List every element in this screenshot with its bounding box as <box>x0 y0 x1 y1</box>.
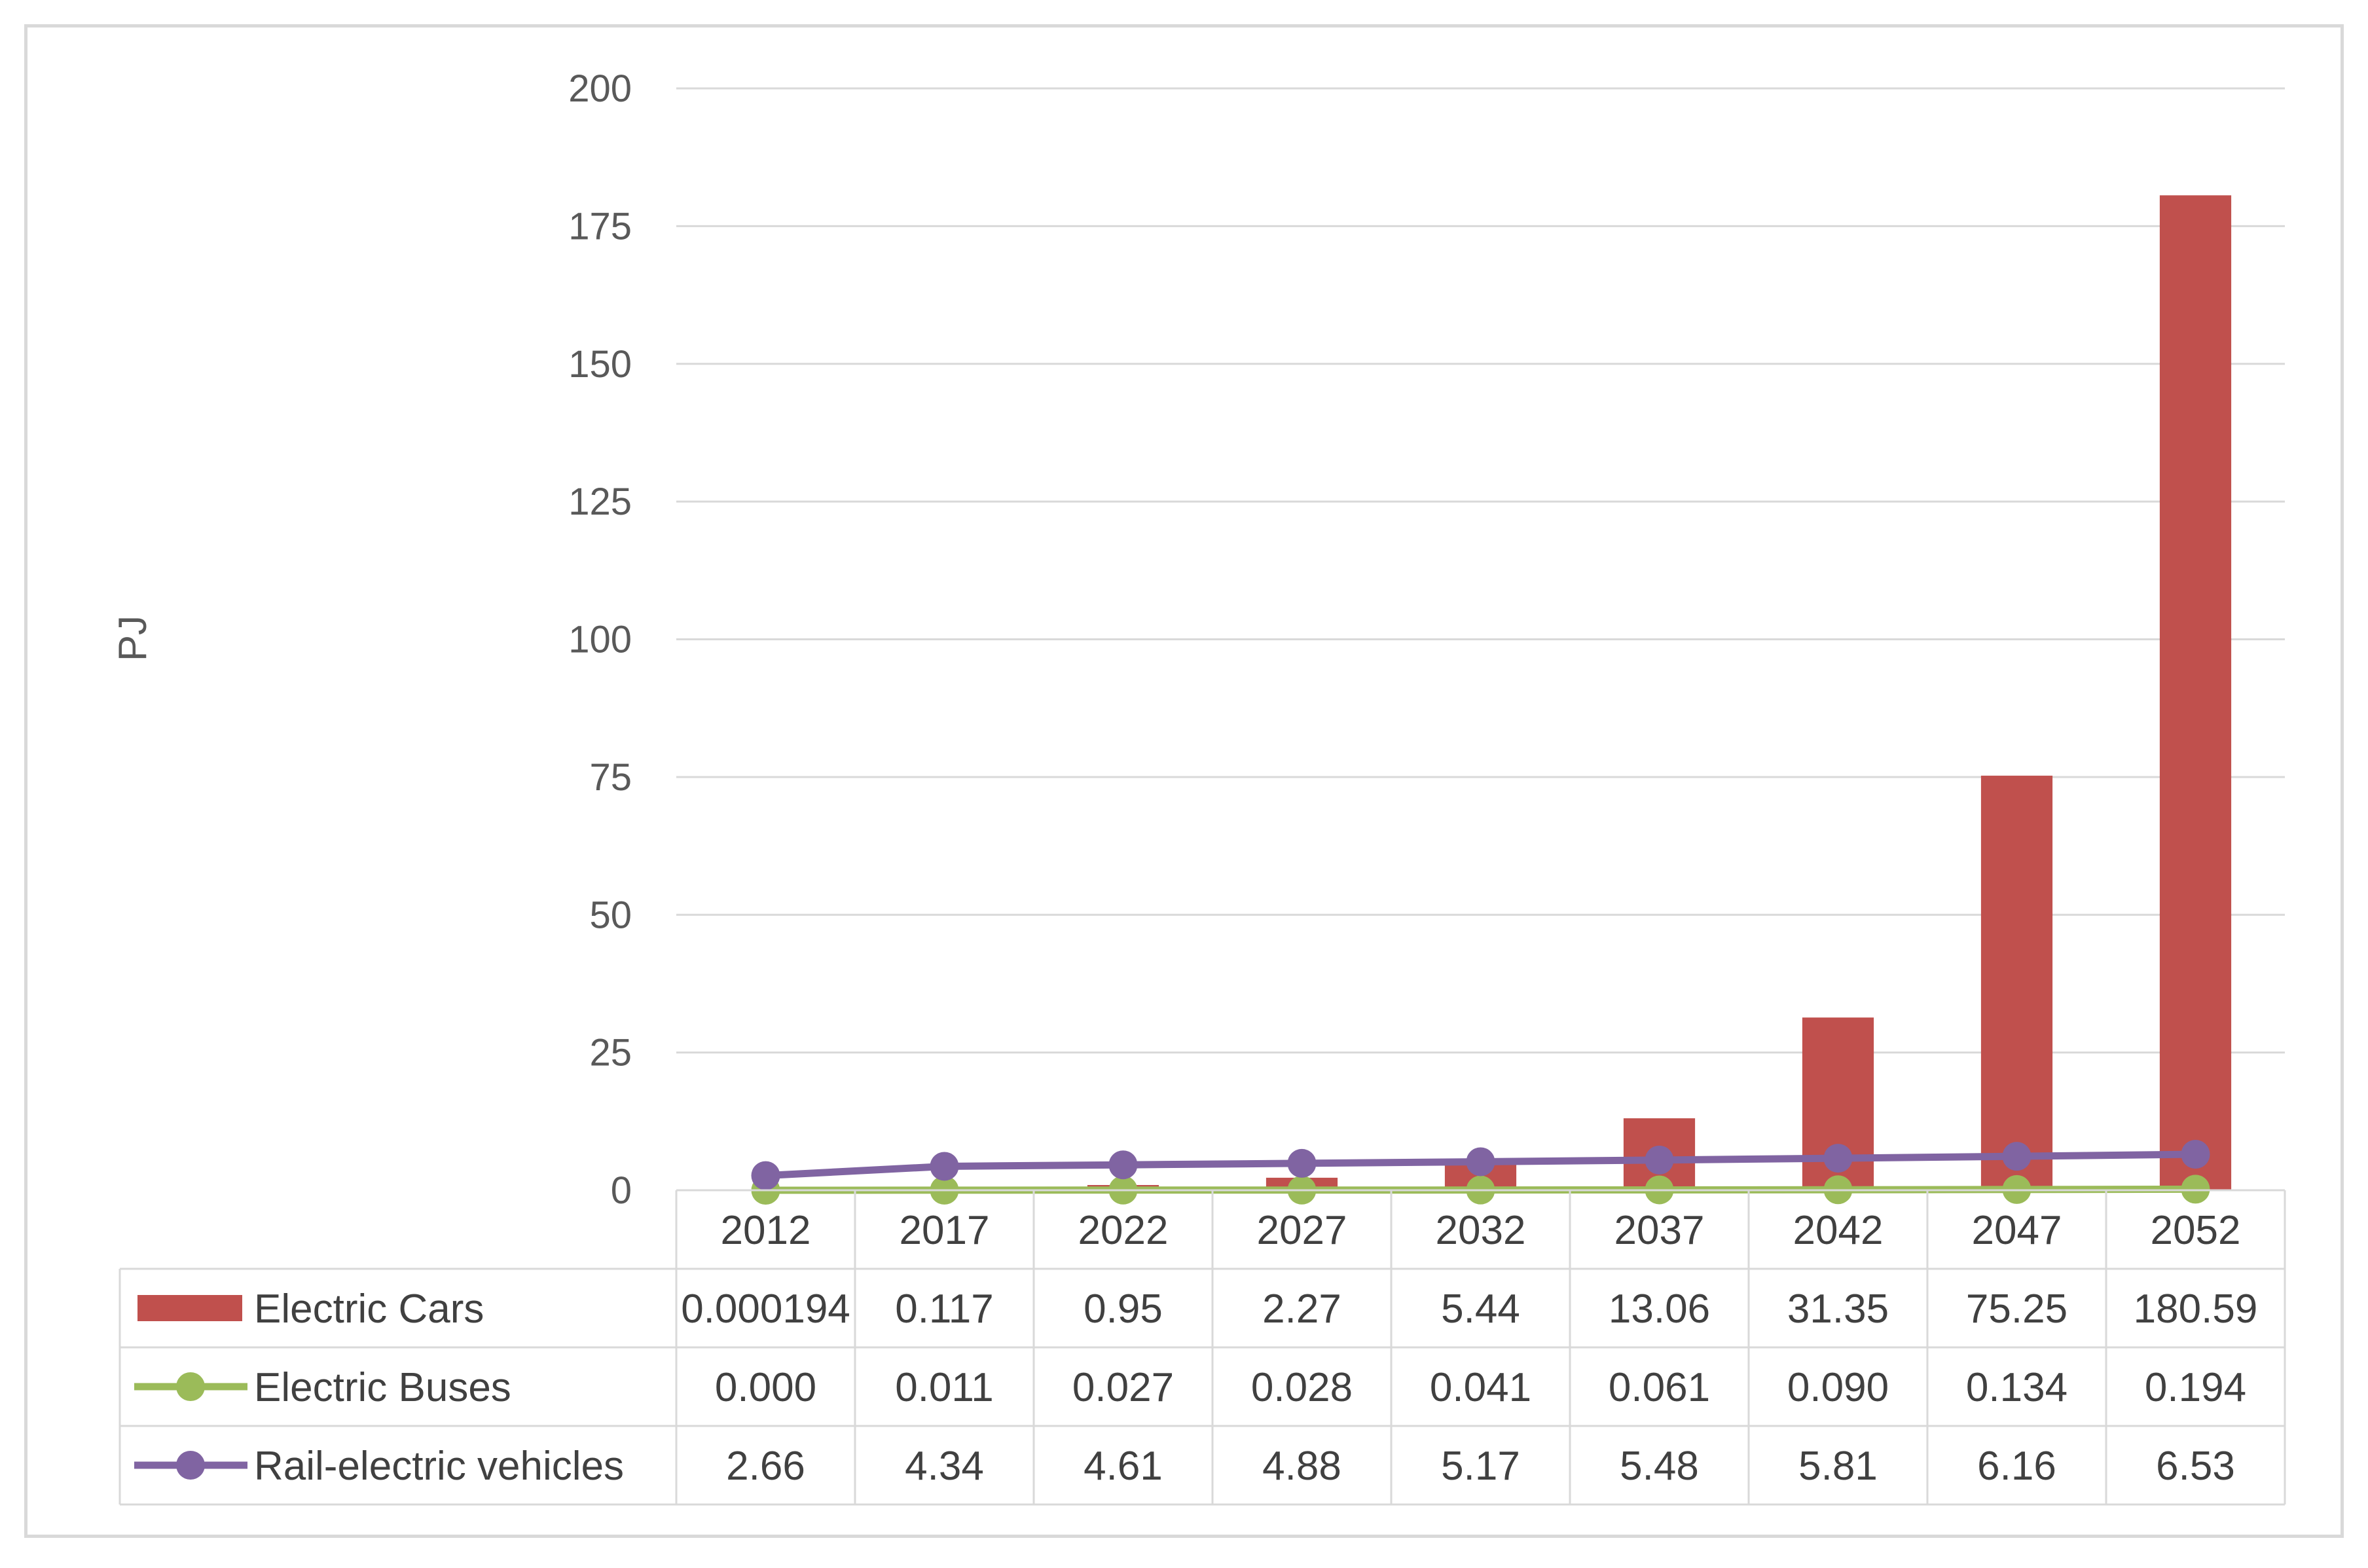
bar-2052 <box>2159 195 2232 1190</box>
table-cell: 31.35 <box>1787 1286 1889 1332</box>
y-axis-label: PJ <box>111 615 155 661</box>
table-cell: 0.061 <box>1609 1365 1710 1410</box>
table-cell: 6.53 <box>2156 1444 2235 1489</box>
x-tick-label: 2017 <box>900 1208 990 1253</box>
table-cell: 0.000 <box>715 1365 816 1410</box>
table-cell: 5.48 <box>1620 1444 1699 1489</box>
x-tick-label: 2042 <box>1793 1208 1884 1253</box>
table-cell: 4.88 <box>1262 1444 1341 1489</box>
data-table: 2012 2017 2022 2027 2032 2037 2042 2047 2052 Elec… <box>118 1189 2286 1506</box>
x-tick-label: 2032 <box>1436 1208 1526 1253</box>
y-tick-label: 25 <box>589 1032 632 1074</box>
table-cell: 0.027 <box>1072 1365 1174 1410</box>
table-cell: 4.34 <box>905 1444 984 1489</box>
bar-2047 <box>1980 775 2053 1190</box>
legend-key <box>137 1295 242 1321</box>
table-cell: 5.81 <box>1798 1444 1878 1489</box>
table-cell: 0.090 <box>1787 1365 1889 1410</box>
x-tick-label: 2012 <box>721 1208 811 1253</box>
point-2027 <box>1287 1148 1317 1178</box>
table-cell: 5.17 <box>1441 1444 1520 1489</box>
x-tick-label: 2052 <box>2151 1208 2241 1253</box>
table-cell: 0.041 <box>1430 1365 1531 1410</box>
point-2052 <box>2181 1175 2210 1204</box>
y-tick-label: 50 <box>589 894 632 936</box>
x-tick-label: 2037 <box>1614 1208 1705 1253</box>
point-2047 <box>2002 1142 2031 1171</box>
table-cell: 0.95 <box>1084 1286 1163 1332</box>
table-cell: 0.194 <box>2145 1365 2246 1410</box>
y-tick-label: 100 <box>568 619 632 661</box>
y-tick-label: 0 <box>611 1169 632 1212</box>
legend-key-marker <box>176 1451 205 1480</box>
legend-key-marker <box>176 1372 205 1401</box>
x-tick-label: 2027 <box>1257 1208 1347 1253</box>
table-cell: 2.66 <box>726 1444 805 1489</box>
point-2037 <box>1645 1145 1674 1175</box>
y-tick-label: 175 <box>568 205 632 247</box>
table-cell: 6.16 <box>1977 1444 2056 1489</box>
table-cell: 0.028 <box>1251 1365 1353 1410</box>
table-cell: 2.27 <box>1262 1286 1341 1332</box>
x-tick-label: 2047 <box>1972 1208 2062 1253</box>
point-2032 <box>1466 1147 1495 1176</box>
point-2012 <box>751 1161 780 1190</box>
y-tick-label: 75 <box>589 756 632 799</box>
table-cell: 75.25 <box>1966 1286 2067 1332</box>
chart-frame <box>24 24 2344 1538</box>
table-cell: 5.44 <box>1441 1286 1520 1332</box>
legend-label: Rail-electric vehicles <box>254 1444 624 1489</box>
y-tick-label: 150 <box>568 343 632 386</box>
legend-label: Electric Buses <box>254 1365 511 1410</box>
table-cell: 4.61 <box>1084 1444 1163 1489</box>
table-cell: 0.117 <box>895 1286 994 1332</box>
table-cell: 0.011 <box>895 1365 994 1410</box>
y-tick-label: 200 <box>568 67 632 110</box>
point-2042 <box>1823 1144 1853 1173</box>
y-tick-label: 125 <box>568 481 632 523</box>
point-2052 <box>2181 1140 2210 1169</box>
table-cell: 0.000194 <box>681 1286 850 1332</box>
x-tick-label: 2022 <box>1078 1208 1169 1253</box>
bar-series <box>729 195 2232 1190</box>
table-cell: 13.06 <box>1609 1286 1710 1332</box>
point-2017 <box>930 1152 959 1181</box>
table-cell: 180.59 <box>2134 1286 2258 1332</box>
point-2022 <box>1108 1150 1138 1180</box>
table-cell: 0.134 <box>1966 1365 2067 1410</box>
legend-label: Electric Cars <box>254 1286 484 1332</box>
y-axis-ticks: 0 25 50 75 100 125 150 175 200 <box>568 67 632 1212</box>
